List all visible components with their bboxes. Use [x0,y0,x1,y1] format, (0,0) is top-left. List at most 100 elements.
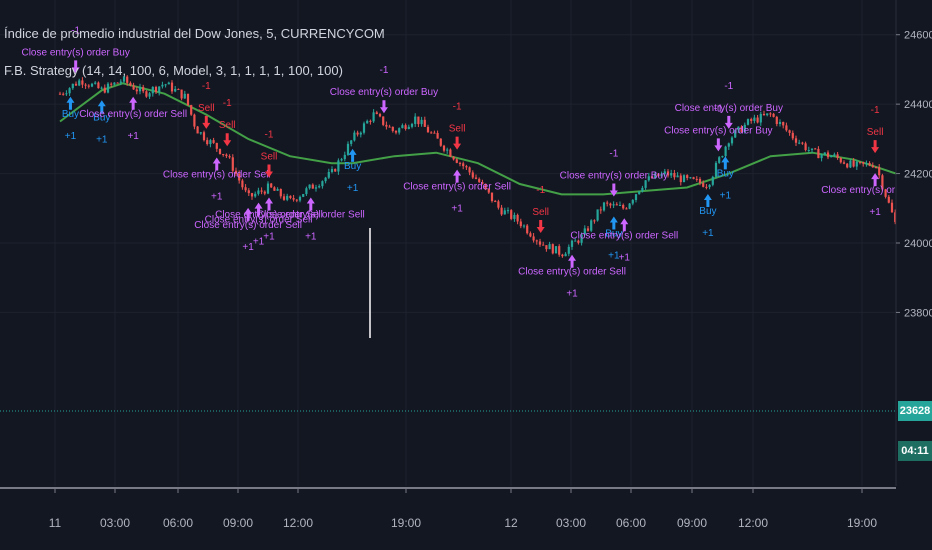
candle-body [225,154,228,157]
candle-body [743,124,746,133]
candle-body [705,186,708,188]
candle-body [311,184,314,189]
signal-arrow-icon [71,60,80,74]
candle-body [266,183,270,194]
candle-body [414,116,417,124]
candle-body [830,155,833,158]
candle-body [746,119,750,125]
signal-arrow-icon [223,133,232,147]
y-tick-label: 24000 [904,238,932,250]
candle-body [228,156,231,158]
candle-body [730,137,734,144]
candle-body [529,233,532,237]
candle-body [58,93,62,95]
candle-body [846,163,849,168]
signal-close: Close entry(s) order Sell +1 [518,254,626,300]
strategy-label[interactable]: F.B. Strategy (14, 14, 100, 6, Model, 3,… [4,63,343,78]
candle-body [788,130,791,133]
candle-body [807,150,810,152]
signal-close: Close entry(s) order Sell +1 [257,197,365,242]
candle-body [756,117,759,123]
signal-label: Buy [344,161,361,172]
candle-body [794,138,798,143]
candle-body [423,119,426,127]
candle-body [263,191,266,194]
candle-body [94,82,97,84]
candle-body [167,82,170,85]
candle-body [724,146,727,157]
signal-sell: Sell -1 [867,105,883,154]
candle-body [465,166,468,168]
candle-body [484,183,487,189]
candle-body [254,193,257,197]
signal-arrow-icon [212,157,221,171]
signal-qty: +1 [608,251,620,262]
candle-body [321,181,324,187]
candle-body [209,140,212,145]
candle-body [513,214,516,219]
candle-body [801,142,804,144]
symbol-title[interactable]: Índice de promedio industrial del Dow Jo… [4,26,385,41]
signal-qty: -1 [609,149,618,160]
candle-body [74,83,78,86]
candle-body [510,210,513,219]
signal-sell: Sell -1 [198,81,215,129]
candle-body [759,113,762,123]
candle-body [721,156,724,158]
candle-body [702,182,705,187]
candle-body [103,87,106,93]
time-scale-panel[interactable] [0,486,932,550]
candle-body [391,126,394,131]
candle-body [222,153,225,155]
signal-qty: -1 [202,81,211,92]
x-tick-label: 12:00 [283,516,313,530]
candle-body [305,188,308,195]
candle-body [519,221,522,227]
candle-body [199,132,202,134]
signal-qty: -1 [453,102,462,113]
candle-body [769,113,772,115]
signal-qty: -1 [223,98,232,109]
candle-body [388,126,391,128]
candle-body [154,87,158,92]
candle-body [186,93,190,106]
candle-body [542,244,545,246]
current-price-tag: 23628 [898,401,932,421]
x-tick-label: 06:00 [163,516,193,530]
candle-body [858,161,862,163]
candle-body [244,187,247,191]
signal-qty: +1 [869,207,881,218]
signal-qty: +1 [451,204,463,215]
candle-body [164,84,167,86]
candle-body [206,140,209,145]
candle-body [68,88,71,94]
signal-label: Sell [449,124,466,135]
signal-label: Sell [532,207,549,218]
candle-body [500,207,503,215]
candle-body [190,105,193,115]
signal-qty: -1 [536,185,545,196]
signal-label: Close entry(s) order Buy [21,47,129,58]
signal-label: Buy [605,229,622,240]
signal-arrow-icon [254,202,263,216]
signal-qty: +1 [211,192,223,203]
candle-body [366,120,369,124]
signal-arrow-icon [536,220,545,233]
candle-body [183,93,186,99]
candle-body [292,198,295,200]
candle-body [353,132,356,141]
candle-body [599,209,602,211]
candle-body [663,171,666,174]
candle-body [478,178,481,183]
signal-arrow-icon [609,216,618,230]
signal-label: Close entry(s) order Buy [675,103,783,114]
signal-label: Close entry(s) order Sell [570,230,678,241]
signal-qty: -1 [714,103,723,114]
candle-body [842,162,846,164]
candle-body [695,178,698,180]
candle-body [506,210,510,212]
signal-qty: +1 [720,190,732,201]
signal-sell: Sell -1 [261,129,277,178]
candle-body [250,193,254,197]
